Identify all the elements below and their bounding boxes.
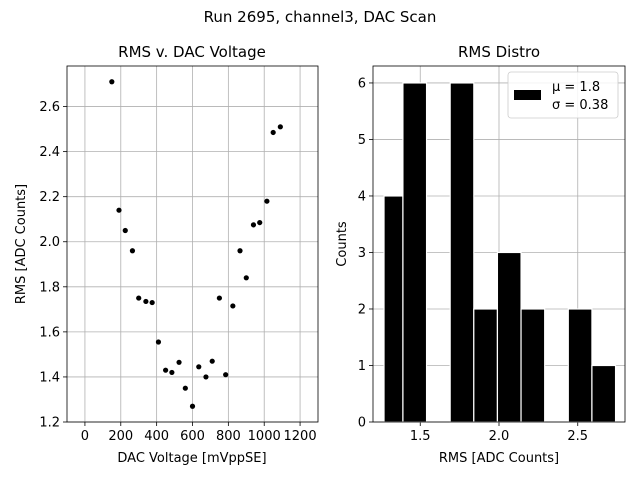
scatter-grid [67,66,318,423]
scatter-point [189,403,196,409]
scatter-xlabel: DAC Voltage [mVppSE] [117,451,266,466]
scatter-point [223,372,229,378]
scatter-point [109,79,115,85]
histogram-xlabel: RMS [ADC Counts] [439,451,559,466]
scatter-point [169,369,175,376]
histogram-ytick-label: 1 [358,359,366,374]
scatter-ytick-label: 1.4 [39,370,60,385]
scatter-ylabel: RMS [ADC Counts] [14,184,29,304]
histogram-ytick-label: 0 [358,416,366,431]
scatter-point [250,222,257,228]
scatter-xtick-label: 1200 [284,429,317,444]
histogram-axes-frame [372,65,626,423]
scatter-ytick-label: 1.8 [39,280,60,295]
scatter-xtick-label: 0 [81,429,89,444]
histogram-bar [496,251,522,423]
histogram-ytick-label: 5 [358,133,366,148]
legend-box [507,71,619,119]
scatter-point [136,295,142,301]
scatter-xtick-label: 400 [144,429,169,444]
scatter-point [230,303,236,309]
histogram-bar [449,82,475,423]
scatter-point [116,207,122,213]
histogram-xtick-label: 1.5 [410,429,431,444]
scatter-ytick-label: 1.6 [39,325,60,340]
scatter-point [129,248,136,254]
scatter-ytick-label: 2.0 [39,235,60,250]
scatter-point [209,358,215,364]
histogram-legend: μ = 1.8 σ = 0.38 [507,71,619,119]
histogram-ytick-label: 2 [358,302,366,317]
scatter-point [182,385,188,391]
histogram-ytick-label: 3 [358,246,366,261]
legend-sigma-label: σ = 0.38 [552,98,608,113]
histogram-ylabel: Counts [335,221,350,267]
scatter-title: RMS v. DAC Voltage [118,43,266,61]
scatter-ytick-label: 2.2 [39,190,60,205]
histogram-bar [473,308,499,423]
scatter-ytick-label: 2.6 [39,100,60,115]
scatter-point [163,367,169,373]
scatter-point [270,129,276,136]
scatter-point [277,124,283,130]
scatter-point [264,198,270,204]
histogram-bars [383,82,617,423]
histogram-xtick-label: 2.5 [567,429,588,444]
histogram-ytick-label: 4 [358,189,366,204]
scatter-xtick-label: 800 [216,429,241,444]
scatter-point [196,364,202,370]
scatter-xtick-label: 600 [180,429,205,444]
scatter-point [237,248,243,254]
scatter-axes-frame [66,65,319,423]
histogram-bar [520,308,546,423]
histogram-title: RMS Distro [458,43,540,61]
scatter-point [203,374,209,380]
scatter-point [176,359,182,365]
scatter-xtick-label: 1000 [248,429,281,444]
scatter-point [122,227,128,234]
scatter-point [216,295,222,301]
scatter-ticks: 0 200 400 600 800 1000 1200 1.2 1.4 1.6 1.8 2.0 2.2 2… [39,100,316,444]
scatter-point [149,299,155,306]
scatter-point [243,275,249,281]
scatter-point [143,298,149,305]
scatter-xtick-label: 200 [108,429,133,444]
histogram-panel: RMS Distro RMS [ADC Counts] Counts 1.5 2.… [335,43,626,466]
histogram-bar [402,82,428,423]
histogram-bar [567,308,593,423]
histogram-ytick-label: 6 [358,76,366,91]
histogram-xtick-label: 2.0 [489,429,510,444]
legend-mu-label: μ = 1.8 [552,80,600,95]
scatter-points [109,79,283,409]
scatter-point [155,339,162,345]
scatter-ytick-label: 2.4 [39,145,60,160]
scatter-point [257,219,263,226]
figure-suptitle: Run 2695, channel3, DAC Scan [204,8,437,26]
scatter-panel: RMS v. DAC Voltage DAC Voltage [mVppSE] … [14,43,319,466]
scatter-ytick-label: 1.2 [39,416,60,431]
histogram-ticks: 1.5 2.0 2.5 0 1 2 3 4 5 6 [358,76,588,444]
histogram-bar [383,195,404,423]
legend-swatch [514,90,541,100]
histogram-bar [591,364,617,423]
